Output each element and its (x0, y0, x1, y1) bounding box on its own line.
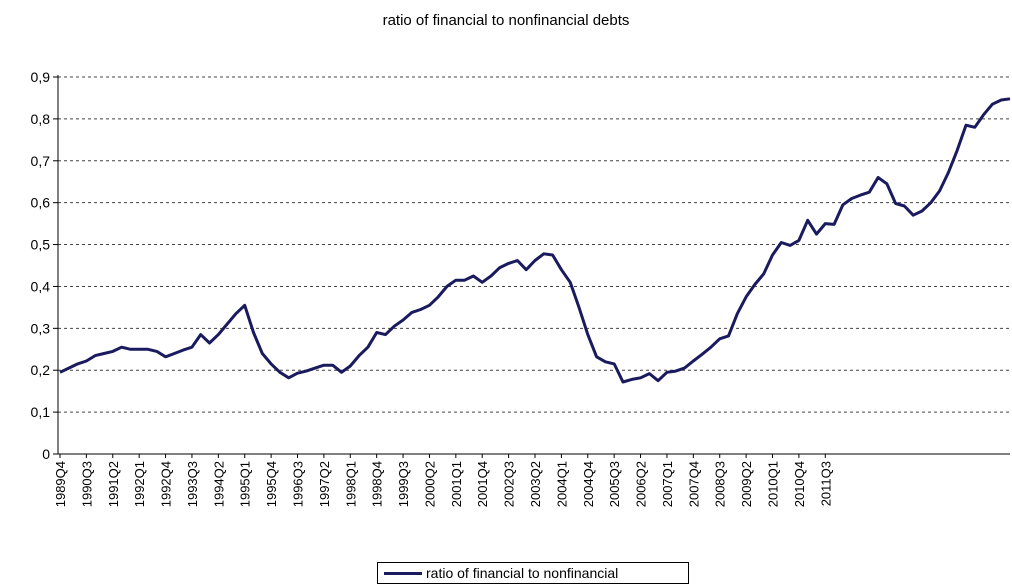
legend: ratio of financial to nonfinancial (377, 562, 689, 584)
x-tick-label: 1994Q2 (211, 461, 226, 507)
legend-swatch (384, 571, 422, 575)
series-line (59, 97, 1011, 384)
y-tick-label: 0,7 (31, 153, 51, 169)
x-tick-label: 2008Q3 (713, 461, 728, 507)
x-tick-label: 2001Q1 (449, 461, 464, 507)
x-tick-label: 1992Q4 (159, 461, 174, 507)
chart-title: ratio of financial to nonfinancial debts (382, 12, 630, 29)
x-tick-label: 1998Q1 (343, 461, 358, 507)
x-tick-label: 2006Q2 (634, 461, 649, 507)
x-tick-label: 1998Q4 (370, 461, 385, 507)
y-tick-label: 0,4 (31, 278, 51, 294)
x-tick-label: 2002Q3 (502, 461, 517, 507)
y-tick-label: 0,2 (31, 362, 51, 378)
x-tick-label: 2003Q2 (528, 461, 543, 507)
y-tick-label: 0,1 (31, 404, 51, 420)
x-tick-label: 1995Q1 (238, 461, 253, 507)
y-tick-label: 0,8 (31, 111, 51, 127)
line-chart: 0 0,1 0,2 0,3 0,4 0,5 0,6 0,7 0,8 0,9 1989Q4 1990Q… (31, 69, 1011, 507)
y-tick-label: 0,5 (31, 237, 51, 253)
x-tick-label: 1996Q3 (291, 461, 306, 507)
x-tick-label: 2007Q4 (686, 461, 701, 507)
x-tick-label: 2004Q1 (554, 461, 569, 507)
legend-label: ratio of financial to nonfinancial (426, 565, 619, 581)
x-tick-label: 2007Q1 (660, 461, 675, 507)
gridlines (58, 76, 1010, 413)
x-tick-label: 1989Q4 (53, 461, 68, 507)
x-tick-label: 2004Q4 (581, 461, 596, 507)
x-tick-label: 1999Q3 (396, 461, 411, 507)
y-tick-label: 0,3 (31, 320, 51, 336)
x-tick-label: 1995Q4 (264, 461, 279, 507)
x-tick-label: 1990Q3 (79, 461, 94, 507)
y-tick-label: 0 (42, 446, 50, 462)
x-tick-label: 2000Q2 (422, 461, 437, 507)
x-axis-ticks: 1989Q4 1990Q3 1991Q2 1992Q1 1992Q4 1993Q3 1994… (53, 454, 833, 507)
x-tick-label: 2001Q4 (475, 461, 490, 507)
y-tick-label: 0,9 (31, 69, 51, 85)
x-tick-label: 2010Q4 (792, 461, 807, 507)
series-group (59, 97, 1011, 384)
x-tick-label: 1991Q2 (106, 461, 121, 507)
x-tick-label: 2011Q3 (818, 461, 833, 506)
y-tick-label: 0,6 (31, 195, 51, 211)
x-tick-label: 1993Q3 (185, 461, 200, 507)
x-tick-label: 2009Q2 (739, 461, 754, 507)
x-tick-label: 2010Q1 (766, 461, 781, 507)
y-axis-ticks: 0 0,1 0,2 0,3 0,4 0,5 0,6 0,7 0,8 0,9 (31, 69, 58, 462)
x-tick-label: 2005Q3 (607, 461, 622, 507)
x-tick-label: 1997Q2 (317, 461, 332, 507)
x-tick-label: 1992Q1 (132, 461, 147, 507)
axes (57, 75, 1010, 455)
